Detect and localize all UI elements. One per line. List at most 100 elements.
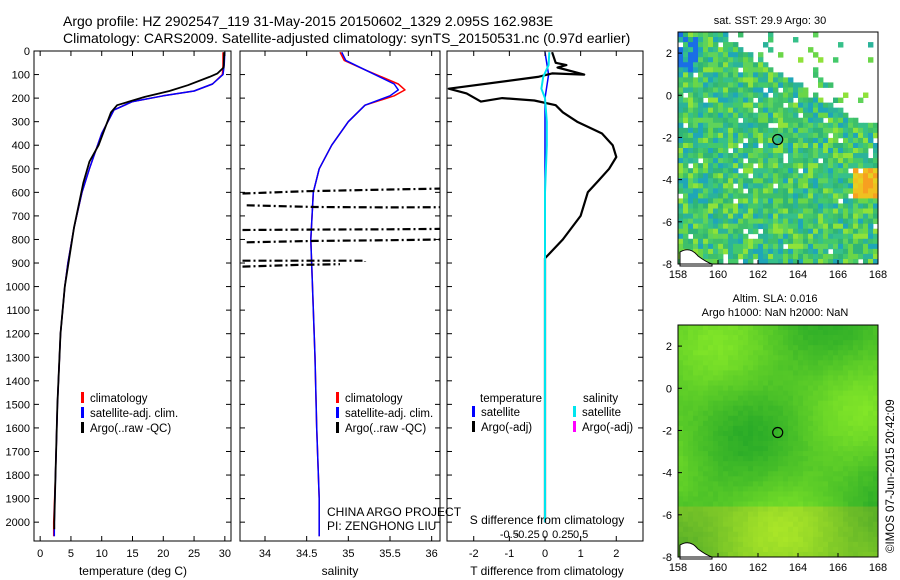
map-cell (763, 481, 769, 487)
map-cell (713, 213, 719, 220)
map-cell (798, 471, 804, 477)
map-cell (753, 466, 759, 472)
map-cell (833, 183, 839, 189)
map-cell (748, 127, 754, 134)
map-cell (698, 42, 704, 48)
map-cell (758, 365, 764, 371)
map-cell (708, 476, 714, 482)
map-cell (838, 42, 844, 48)
map-cell (833, 546, 839, 553)
map-cell (768, 340, 774, 346)
map-cell (868, 405, 874, 412)
map-cell (748, 148, 754, 154)
map-cell (803, 451, 809, 457)
map-cell (703, 163, 709, 169)
map-cell (813, 516, 819, 523)
map-cell (678, 466, 684, 472)
map-cell (723, 430, 729, 437)
map-cell (808, 193, 814, 199)
map-cell (698, 536, 704, 543)
map-cell (678, 390, 684, 397)
map-cell (823, 163, 829, 169)
map-cell (698, 325, 704, 331)
map-cell (733, 501, 739, 507)
map-cell (788, 97, 794, 104)
map-cell (738, 77, 744, 83)
map-cell (838, 330, 844, 336)
map-cell (793, 112, 799, 119)
map-cell (858, 137, 864, 144)
map-cell (723, 47, 729, 53)
map-cell (823, 137, 829, 144)
map-cell (823, 546, 829, 553)
map-cell (713, 355, 719, 361)
map-cell (788, 223, 794, 230)
map-cell (788, 526, 794, 533)
map-cell (773, 536, 779, 543)
map-cell (768, 248, 774, 255)
map-cell (868, 491, 874, 497)
map-cell (738, 425, 744, 432)
map-cell (728, 158, 734, 164)
map-cell (688, 380, 694, 386)
map-cell (873, 511, 879, 518)
map-cell (768, 405, 774, 412)
x-tick-label: 35 (342, 548, 354, 560)
map-cell (763, 506, 769, 513)
series-line-argo-raw-qc-segment-2 (246, 204, 441, 209)
map-cell (693, 536, 699, 543)
map-cell (753, 330, 759, 336)
map-cell (818, 213, 824, 220)
map-cell (838, 148, 844, 154)
map-cell (853, 415, 859, 422)
map-cell (803, 117, 809, 124)
map-cell (723, 506, 729, 513)
map-cell (788, 501, 794, 507)
map-cell (743, 531, 749, 538)
map-cell (698, 127, 704, 134)
map-cell (748, 536, 754, 543)
map-cell (713, 47, 719, 53)
map-cell (833, 142, 839, 149)
map-cell (843, 137, 849, 144)
map-cell (808, 97, 814, 104)
map-cell (753, 87, 759, 93)
map-cell (833, 430, 839, 437)
map-cell (843, 325, 849, 331)
map-cell (853, 466, 859, 472)
map-cell (833, 425, 839, 432)
temperature-axis-ticks: 0 5 10 15 20 25 30 (37, 51, 231, 560)
map-cell (693, 82, 699, 88)
map-cell (798, 466, 804, 472)
map-cell (773, 415, 779, 422)
map-cell (853, 208, 859, 214)
map-cell (703, 410, 709, 417)
map-cell (813, 526, 819, 533)
map-cell (808, 385, 814, 391)
map-cell (698, 47, 704, 53)
map-cell (743, 335, 749, 341)
map-cell (843, 228, 849, 235)
map-cell (703, 173, 709, 179)
map-cell (818, 117, 824, 124)
map-cell (753, 456, 759, 462)
map-cell (828, 82, 834, 88)
map-cell (778, 148, 784, 154)
map-cell (808, 188, 814, 194)
depth-tick-label: 1900 (6, 494, 30, 506)
map-cell (718, 536, 724, 543)
map-cell (768, 203, 774, 209)
map-cell (698, 183, 704, 189)
map-cell (768, 72, 774, 78)
map-cell (708, 340, 714, 346)
map-cell (823, 335, 829, 341)
map-cell (768, 430, 774, 437)
map-cell (723, 42, 729, 48)
map-cell (718, 451, 724, 457)
map-cell (743, 501, 749, 507)
map-cell (828, 506, 834, 513)
map-cell (833, 107, 839, 114)
map-cell (868, 496, 874, 502)
map-cell (808, 142, 814, 149)
map-cell (828, 218, 834, 225)
